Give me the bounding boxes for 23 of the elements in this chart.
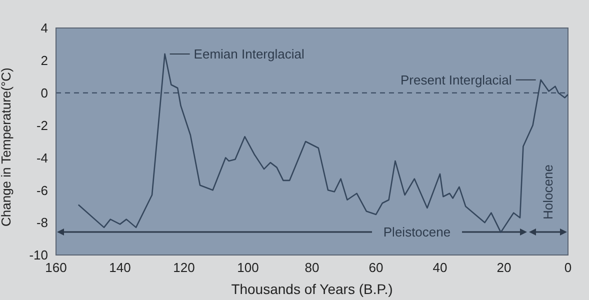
y-tick-label: -10 (29, 248, 48, 263)
annotation: Pleistocene (383, 224, 451, 240)
x-tick-label: 160 (45, 260, 67, 276)
y-tick-label: 2 (40, 53, 48, 68)
y-tick-label: 4 (40, 20, 48, 36)
y-tick-label: 0 (40, 85, 48, 100)
y-tick-label: -2 (36, 118, 48, 133)
x-tick-label: 20 (496, 260, 512, 276)
y-tick-label: -8 (36, 215, 48, 230)
y-axis-title: Change in Temperature(°C) (0, 68, 14, 226)
x-axis-title: Thousands of Years (B.P.) (231, 281, 393, 297)
annotation: Present Interglacial (400, 72, 512, 88)
x-tick-label: 80 (304, 260, 320, 276)
x-tick-label: 100 (237, 260, 259, 276)
x-tick-label: 140 (109, 260, 131, 276)
x-tick-label: 120 (173, 260, 195, 276)
y-tick-label: -6 (36, 182, 48, 198)
x-tick-label: 60 (368, 260, 384, 276)
annotation: Holocene (540, 164, 556, 220)
annotation: Eemian Interglacial (194, 46, 304, 62)
x-tick-label: 40 (432, 260, 448, 276)
x-tick-label: 0 (564, 260, 572, 276)
y-tick-label: -4 (36, 150, 48, 166)
